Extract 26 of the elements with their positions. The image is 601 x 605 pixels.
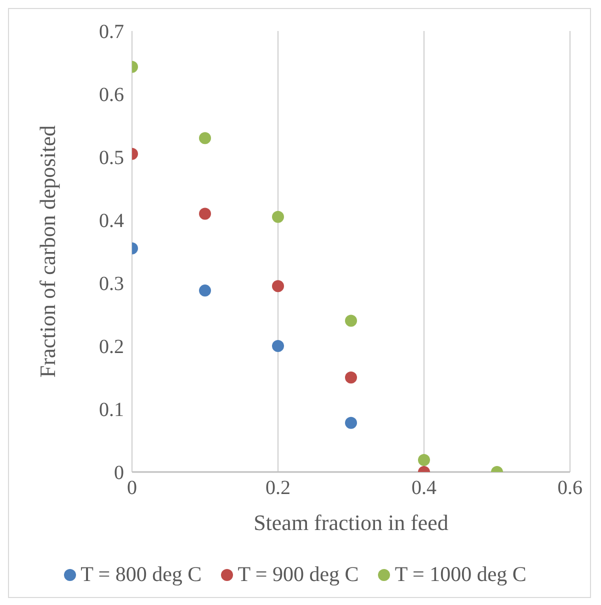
x-axis-title: Steam fraction in feed	[254, 510, 448, 535]
point	[345, 372, 357, 384]
legend-label: T = 1000 deg C	[394, 562, 526, 587]
point	[199, 284, 211, 297]
y-tick-label: 0.5	[99, 147, 124, 170]
point	[418, 454, 430, 466]
y-axis-title: Fraction of carbon deposited	[34, 125, 60, 378]
y-tick-label: 0.2	[99, 336, 124, 358]
x-tick-label: 0.2	[266, 477, 290, 500]
point	[272, 340, 284, 352]
y-tick-label: 0.7	[99, 21, 124, 44]
y-tick-label: 0.6	[99, 84, 124, 106]
y-tick-label: 0.3	[99, 273, 124, 296]
x-tick-label: 0.6	[558, 477, 582, 500]
legend-label: T = 800 deg C	[80, 562, 202, 587]
point	[345, 416, 357, 429]
point	[199, 132, 211, 144]
point	[272, 280, 284, 292]
y-tick-label: 0	[114, 462, 124, 484]
legend-label: T = 900 deg C	[238, 562, 359, 587]
y-tick-label: 0.4	[99, 210, 124, 232]
point	[345, 314, 357, 327]
x-tick-label: 0.4	[412, 477, 436, 500]
point	[272, 210, 284, 223]
point	[199, 208, 211, 220]
y-tick-label: 0.1	[99, 399, 124, 422]
